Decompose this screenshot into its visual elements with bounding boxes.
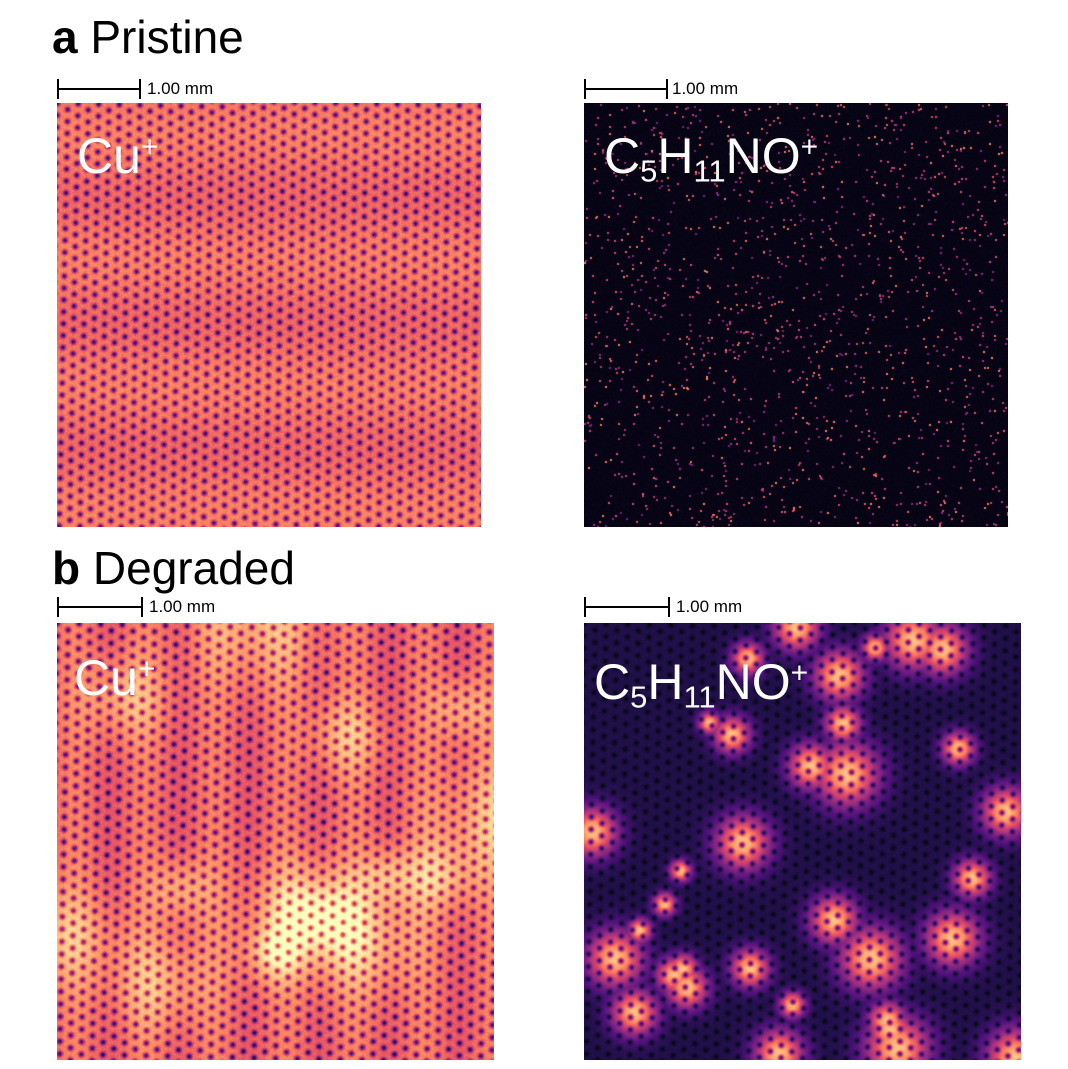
scale-bar-tick — [141, 597, 143, 617]
panel-b-condition: Degraded — [92, 542, 295, 594]
panel-a-letter: a — [52, 11, 78, 63]
panel-a-title: a Pristine — [52, 14, 244, 60]
scale-bar-line — [584, 606, 670, 608]
panel-a-condition: Pristine — [90, 11, 244, 63]
map-a-cu: Cu+ — [57, 103, 481, 527]
scale-bar-label: 1.00 mm — [672, 79, 739, 98]
ion-label-cu: Cu+ — [74, 650, 156, 706]
scale-bar-b-right: 1.00 mm — [584, 597, 764, 621]
map-b-cu: Cu+ — [57, 623, 494, 1060]
ion-image-canvas — [57, 103, 481, 527]
ion-label-cu: Cu+ — [77, 128, 159, 184]
ion-image-canvas — [584, 623, 1021, 1060]
scale-bar-tick — [57, 597, 59, 617]
panel-b-title: b Degraded — [52, 545, 295, 591]
scale-bar-label: 1.00 mm — [147, 79, 214, 98]
ion-image-canvas — [584, 103, 1008, 527]
map-b-c5h11no: C5H11NO+ — [584, 623, 1021, 1060]
scale-bar-line — [57, 88, 141, 90]
scale-bar-tick — [139, 79, 141, 99]
scale-bar-line — [584, 88, 668, 90]
scale-bar-tick — [666, 79, 668, 99]
scale-bar-b-left: 1.00 mm — [57, 597, 237, 621]
scale-bar-tick — [668, 597, 670, 617]
map-a-c5h11no: C5H11NO+ — [584, 103, 1008, 527]
ion-label-c5h11no: C5H11NO+ — [604, 128, 819, 189]
scale-bar-label: 1.00 mm — [149, 597, 216, 616]
scale-bar-tick — [57, 79, 59, 99]
scale-bar-tick — [584, 79, 586, 99]
panel-b-letter: b — [52, 542, 81, 594]
scale-bar-line — [57, 606, 143, 608]
scale-bar-a-left: 1.00 mm — [57, 79, 237, 103]
ion-label-c5h11no: C5H11NO+ — [594, 654, 809, 715]
scale-bar-label: 1.00 mm — [676, 597, 743, 616]
scale-bar-tick — [584, 597, 586, 617]
ion-image-canvas — [57, 623, 494, 1060]
scale-bar-a-right: 1.00 mm — [584, 79, 764, 103]
